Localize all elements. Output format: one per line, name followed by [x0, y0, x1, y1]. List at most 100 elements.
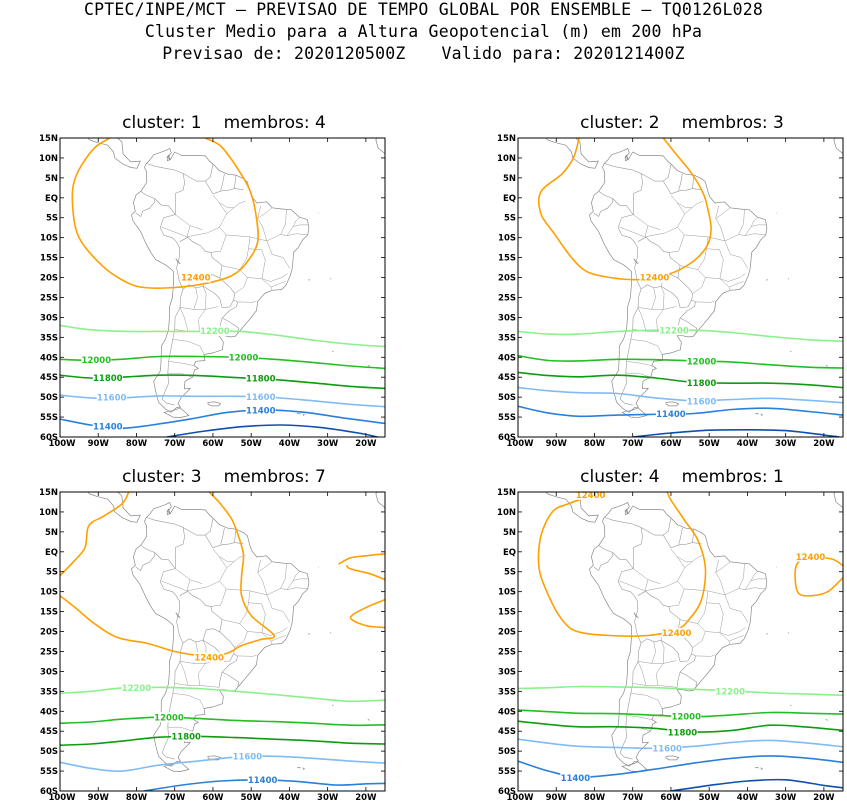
contour-label: 11400: [248, 776, 278, 786]
lon-tick-label: 70W: [622, 439, 644, 449]
lon-tick-label: 40W: [279, 793, 301, 803]
country-borders: [135, 163, 309, 406]
lat-tick-label: 60S: [498, 787, 516, 797]
header-title: CPTEC/INPE/MCT – PREVISAO DE TEMPO GLOBA…: [84, 0, 763, 19]
lon-tick-label: 50W: [241, 793, 263, 803]
lon-tick-label: 100W: [48, 439, 76, 449]
lat-tick-label: 45S: [40, 373, 58, 383]
contour-label: 12200: [122, 684, 152, 694]
lon-tick-label: 80W: [126, 793, 148, 803]
contour-11800: [60, 735, 385, 746]
contour-12400: [60, 492, 276, 657]
contour-label: 12000: [687, 357, 717, 367]
lat-tick-label: 10S: [498, 234, 516, 244]
lat-tick-label: 55S: [498, 767, 516, 777]
lat-tick-label: 5N: [45, 174, 58, 184]
forecast-date: Previsao de: 2020120500Z: [162, 44, 406, 63]
contour-label: 12400: [181, 274, 211, 284]
lat-tick-label: 45S: [498, 727, 516, 737]
contour-label: 11600: [652, 745, 682, 755]
lon-tick-label: 100W: [48, 793, 76, 803]
lon-tick-label: 90W: [546, 793, 568, 803]
contour-label: 11400: [246, 406, 276, 416]
lat-tick-label: 15S: [498, 608, 516, 618]
lat-tick-label: 45S: [40, 727, 58, 737]
contour-label: 11800: [687, 379, 717, 389]
lat-tick-label: EQ: [503, 194, 516, 204]
lat-tick-label: EQ: [45, 548, 58, 558]
lat-tick-label: 55S: [40, 767, 58, 777]
contour-12400: [338, 553, 385, 565]
lon-tick-label: 90W: [546, 439, 568, 449]
lat-tick-label: 20S: [40, 628, 58, 638]
contour-label: 11600: [687, 397, 717, 407]
lat-tick-label: 10N: [497, 508, 516, 518]
coastline: [544, 138, 843, 418]
contour-label: 12400: [640, 274, 670, 284]
lon-tick-label: 100W: [506, 439, 534, 449]
contour-label: 11400: [93, 422, 123, 432]
lat-tick-label: 60S: [40, 787, 58, 797]
lon-tick-label: 50W: [241, 439, 263, 449]
lon-tick-label: 40W: [737, 439, 759, 449]
contour-label: 12000: [671, 713, 701, 723]
lat-tick-label: 20S: [498, 274, 516, 284]
contour-11600: [518, 386, 843, 404]
lat-tick-label: 30S: [498, 313, 516, 323]
lat-tick-label: 5N: [503, 528, 516, 538]
contour-11200: [670, 778, 843, 791]
lat-tick-label: 40S: [498, 707, 516, 717]
country-borders: [593, 163, 767, 406]
contour-11200: [166, 424, 379, 437]
valid-date: Valido para: 2020121400Z: [441, 44, 685, 63]
lat-tick-label: 15S: [40, 254, 58, 264]
contour-label: 12400: [576, 491, 606, 501]
lat-tick-label: 35S: [498, 687, 516, 697]
contour-label: 12200: [200, 327, 230, 337]
map-frame: [517, 491, 844, 792]
contour-11200: [631, 428, 840, 437]
contour-12000: [60, 716, 385, 727]
lat-tick-label: 10N: [39, 154, 58, 164]
lat-tick-label: 45S: [498, 373, 516, 383]
panel-title-2: cluster: 2 membros: 3: [580, 113, 784, 133]
lon-tick-label: 20W: [355, 439, 377, 449]
lon-tick-label: 50W: [699, 439, 721, 449]
lat-tick-label: EQ: [503, 548, 516, 558]
lon-tick-label: 30W: [775, 793, 797, 803]
lon-tick-label: 20W: [813, 793, 835, 803]
lon-tick-label: 20W: [355, 793, 377, 803]
coastline: [544, 492, 843, 772]
lon-tick-label: 40W: [737, 793, 759, 803]
contour-12400: [71, 138, 259, 289]
map-frame: [59, 491, 386, 792]
map-panel-3: 12400 12200 12000 11800 11600 11400 15N 10N 5N EQ…: [39, 488, 386, 803]
lat-tick-label: 35S: [40, 687, 58, 697]
lat-tick-label: 50S: [40, 393, 58, 403]
lon-tick-label: 60W: [660, 793, 682, 803]
map-frame: [59, 137, 386, 438]
lon-tick-label: 60W: [202, 439, 224, 449]
lat-tick-label: 25S: [498, 647, 516, 657]
lat-tick-label: 10N: [39, 508, 58, 518]
lat-tick-label: 60S: [40, 433, 58, 443]
lat-tick-label: 35S: [40, 333, 58, 343]
map-panel-4: 12400 12400 12400 12200 12000 11800 11600 11400…: [497, 488, 844, 803]
lat-tick-label: 10S: [40, 234, 58, 244]
lon-tick-label: 60W: [660, 439, 682, 449]
header-subtitle: Cluster Medio para a Altura Geopotencial…: [144, 22, 703, 41]
lat-tick-label: 10S: [498, 588, 516, 598]
contour-label: 12000: [229, 353, 259, 363]
lon-tick-label: 30W: [317, 439, 339, 449]
lat-tick-label: 40S: [40, 353, 58, 363]
contour-label: 11800: [171, 733, 201, 743]
contour-label: 12400: [194, 654, 224, 664]
lat-tick-label: 30S: [40, 667, 58, 677]
contour-lines: [60, 492, 385, 791]
lon-tick-label: 60W: [202, 793, 224, 803]
contour-label: 12400: [662, 629, 692, 639]
contour-11600: [60, 755, 385, 772]
lon-tick-label: 90W: [88, 793, 110, 803]
